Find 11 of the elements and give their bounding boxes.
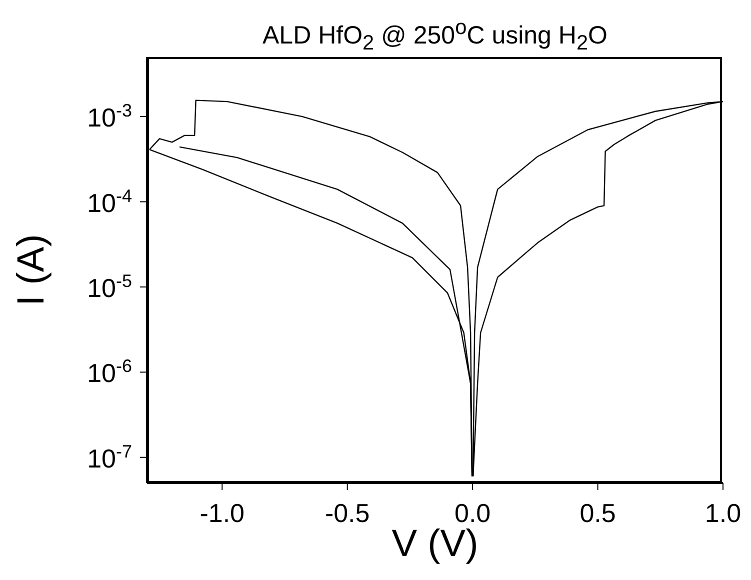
- y-axis-title: I (A): [10, 234, 52, 306]
- x-tick-label: -1.0: [200, 498, 245, 528]
- y-tick-label: 10$^{-3}$: [87, 100, 132, 133]
- y-tick-label: 10$^{-6}$: [87, 356, 132, 388]
- y-tick-label: 10$^{-5}$: [87, 270, 132, 303]
- y-tick-label: 10$^{-4}$: [87, 186, 132, 218]
- y-tick-label: 10$^{-7}$: [87, 441, 132, 474]
- x-tick-label: 1.0: [704, 498, 742, 528]
- x-tick-label: -0.5: [324, 498, 370, 528]
- x-tick-label: 0.5: [580, 498, 616, 528]
- chart-title: ALD HfO$_{2}$ @ 250$^{o}$C using H$_{2}$O: [261, 16, 608, 56]
